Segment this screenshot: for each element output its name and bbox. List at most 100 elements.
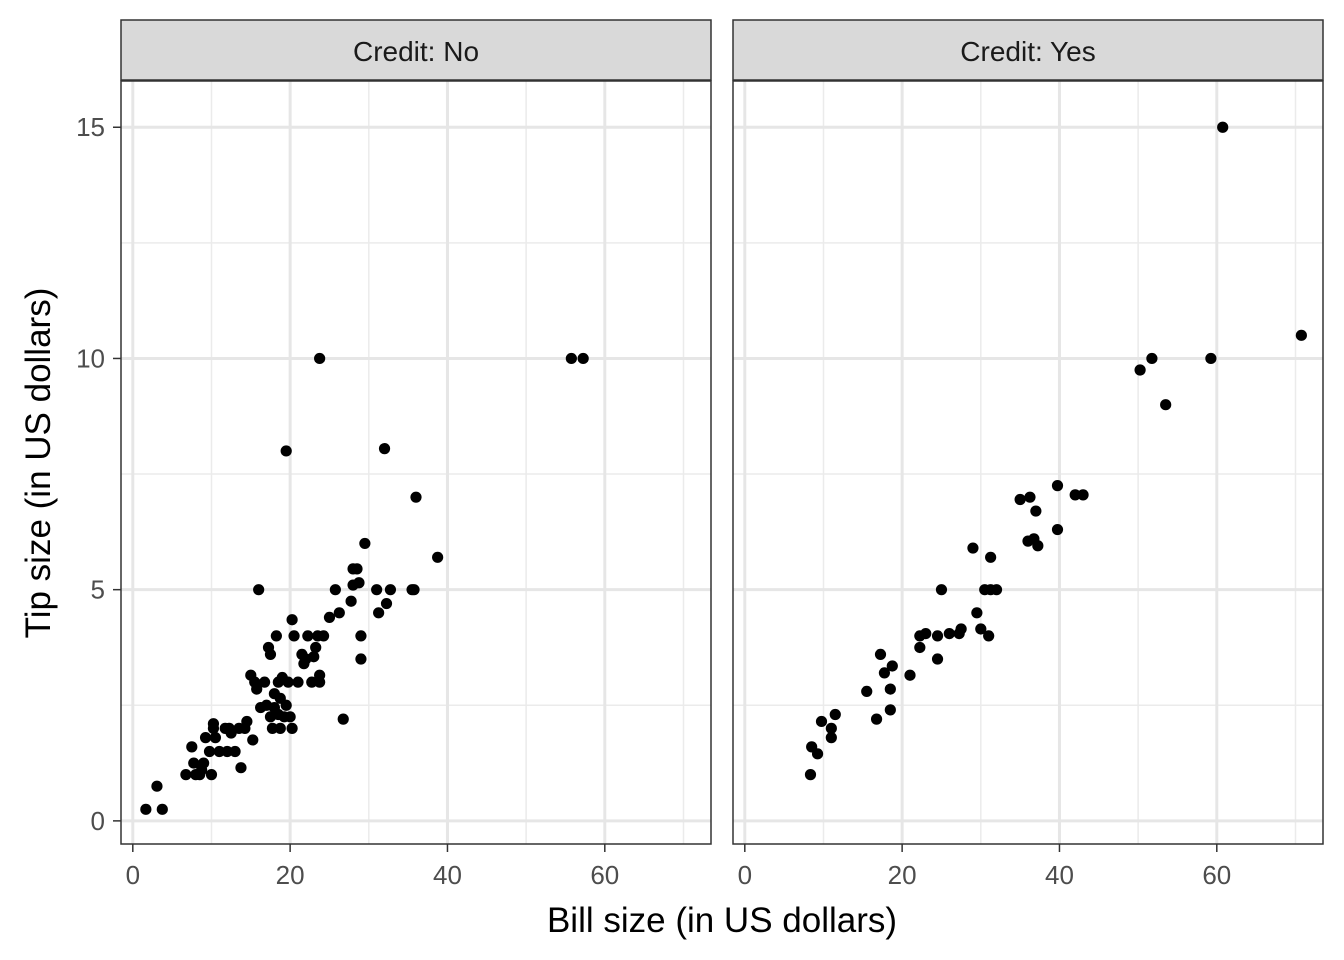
- data-point: [371, 584, 383, 596]
- points-layer: [804, 121, 1307, 781]
- data-point: [286, 722, 298, 734]
- data-point: [1205, 352, 1217, 365]
- strip-background: [120, 19, 712, 81]
- data-point: [931, 630, 944, 642]
- data-point: [878, 667, 891, 679]
- strip-label-credit-yes: Credit: Yes: [960, 36, 1095, 67]
- data-point: [408, 584, 420, 596]
- data-point: [247, 734, 259, 746]
- data-point: [266, 722, 279, 734]
- data-point: [199, 732, 212, 744]
- data-point: [306, 676, 318, 688]
- data-point: [577, 352, 589, 365]
- grid-lines: [733, 81, 1323, 844]
- x-tick-label: 20: [888, 860, 917, 890]
- data-point: [990, 584, 1003, 596]
- data-point: [432, 551, 444, 563]
- data-point: [186, 741, 198, 753]
- data-point: [931, 653, 944, 665]
- data-point: [314, 676, 326, 688]
- data-point: [188, 757, 200, 769]
- data-point: [292, 676, 304, 688]
- data-point: [1024, 491, 1036, 503]
- data-point: [270, 630, 282, 642]
- data-point: [288, 630, 300, 642]
- y-tick-label: 0: [91, 806, 105, 836]
- data-point: [180, 769, 192, 781]
- data-point: [825, 732, 837, 744]
- data-point: [317, 630, 330, 642]
- data-point: [329, 584, 341, 596]
- data-point: [355, 653, 367, 665]
- data-point: [253, 584, 265, 596]
- data-point: [410, 491, 422, 503]
- data-point: [140, 803, 152, 815]
- data-point: [967, 542, 979, 554]
- data-point: [280, 699, 292, 711]
- x-tick-label: 60: [1202, 860, 1231, 890]
- data-point: [1051, 480, 1064, 492]
- data-point: [384, 584, 397, 596]
- points-layer: [140, 352, 589, 815]
- x-tick-label: 40: [1045, 860, 1074, 890]
- data-point: [333, 607, 345, 619]
- data-point: [1217, 121, 1229, 133]
- data-point: [359, 537, 371, 550]
- data-point: [274, 722, 286, 734]
- data-point: [213, 745, 225, 758]
- data-point: [886, 660, 898, 672]
- data-point: [302, 630, 314, 642]
- data-point: [207, 718, 220, 730]
- data-point: [198, 757, 210, 769]
- data-point: [353, 577, 365, 589]
- data-point: [151, 780, 163, 792]
- y-tick-label: 5: [91, 575, 105, 605]
- data-point: [904, 669, 916, 681]
- x-tick-label: 40: [433, 860, 462, 890]
- data-point: [884, 704, 896, 716]
- data-point: [314, 352, 326, 365]
- x-tick-label: 0: [126, 860, 140, 890]
- data-point: [935, 584, 948, 596]
- data-point: [310, 641, 322, 654]
- data-point: [1160, 399, 1172, 411]
- data-point: [380, 597, 393, 610]
- data-point: [258, 676, 271, 688]
- strip-label-credit-no: Credit: No: [353, 36, 479, 67]
- data-point: [1030, 505, 1042, 517]
- data-point: [1146, 352, 1158, 365]
- data-point: [1069, 489, 1081, 501]
- x-axis-ticks: 0 20 40 60: [738, 844, 1231, 890]
- data-point: [156, 803, 168, 815]
- data-point: [308, 651, 320, 663]
- data-point: [565, 352, 577, 365]
- data-point: [264, 648, 277, 661]
- data-point: [1032, 540, 1044, 552]
- data-point: [323, 611, 336, 624]
- data-point: [241, 715, 253, 728]
- data-point: [983, 630, 995, 642]
- data-point: [280, 445, 292, 457]
- x-tick-label: 60: [590, 860, 619, 890]
- panel-border: [732, 80, 1324, 845]
- data-point: [920, 627, 932, 640]
- data-point: [815, 715, 828, 728]
- data-point: [209, 732, 221, 744]
- data-point: [373, 607, 385, 619]
- data-point: [1134, 364, 1146, 376]
- strip-background: [732, 19, 1324, 81]
- data-point: [251, 683, 263, 695]
- data-point: [811, 748, 824, 760]
- data-point: [1051, 523, 1064, 536]
- x-tick-label: 20: [276, 860, 305, 890]
- data-point: [1014, 493, 1026, 506]
- data-point: [229, 745, 241, 758]
- data-point: [804, 769, 817, 781]
- data-point: [829, 708, 841, 721]
- data-point: [205, 769, 218, 781]
- data-point: [235, 762, 247, 774]
- data-point: [914, 641, 926, 654]
- panel-credit-yes: Credit: Yes 0 20 40 60: [732, 19, 1324, 890]
- data-point: [825, 722, 837, 734]
- data-point: [1295, 329, 1307, 341]
